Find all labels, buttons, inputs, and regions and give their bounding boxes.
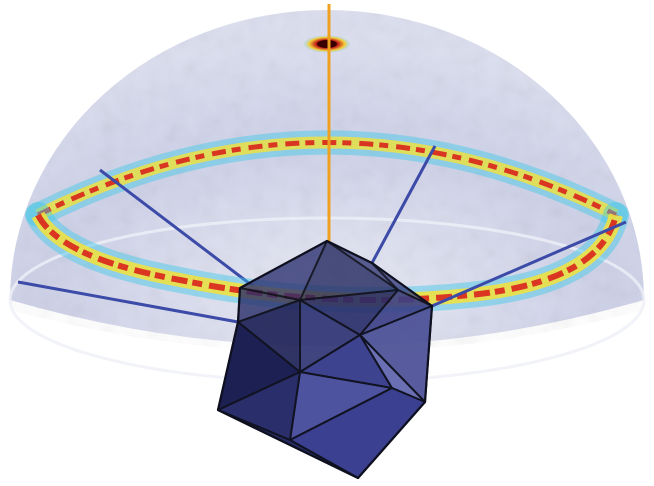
- icosahedron: [216, 239, 434, 480]
- polar-spot: [303, 35, 351, 53]
- spoke-lines-back: [99, 145, 437, 295]
- equatorial-ring-back: [26, 130, 628, 227]
- spoke-lines-front: [17, 220, 627, 324]
